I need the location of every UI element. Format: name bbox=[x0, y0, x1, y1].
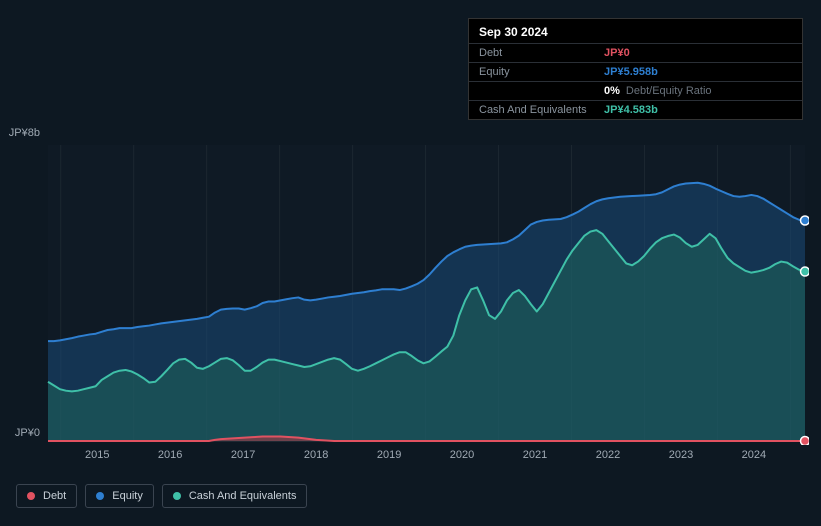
x-tick-label: 2018 bbox=[304, 449, 328, 461]
legend-label: Debt bbox=[43, 490, 66, 502]
legend-dot-icon bbox=[96, 492, 104, 500]
chart-legend: Debt Equity Cash And Equivalents bbox=[16, 484, 307, 508]
x-tick-label: 2016 bbox=[158, 449, 182, 461]
legend-dot-icon bbox=[173, 492, 181, 500]
legend-item[interactable]: Equity bbox=[85, 484, 154, 508]
x-tick-label: 2023 bbox=[669, 449, 693, 461]
legend-item[interactable]: Debt bbox=[16, 484, 77, 508]
legend-label: Equity bbox=[112, 490, 143, 502]
x-tick-label: 2022 bbox=[596, 449, 620, 461]
x-tick-label: 2021 bbox=[523, 449, 547, 461]
legend-label: Cash And Equivalents bbox=[189, 490, 297, 502]
legend-dot-icon bbox=[27, 492, 35, 500]
x-tick-label: 2020 bbox=[450, 449, 474, 461]
x-tick-label: 2019 bbox=[377, 449, 401, 461]
area-chart[interactable] bbox=[0, 0, 809, 445]
x-tick-label: 2017 bbox=[231, 449, 255, 461]
legend-item[interactable]: Cash And Equivalents bbox=[162, 484, 308, 508]
x-tick-label: 2024 bbox=[742, 449, 766, 461]
x-tick-label: 2015 bbox=[85, 449, 109, 461]
